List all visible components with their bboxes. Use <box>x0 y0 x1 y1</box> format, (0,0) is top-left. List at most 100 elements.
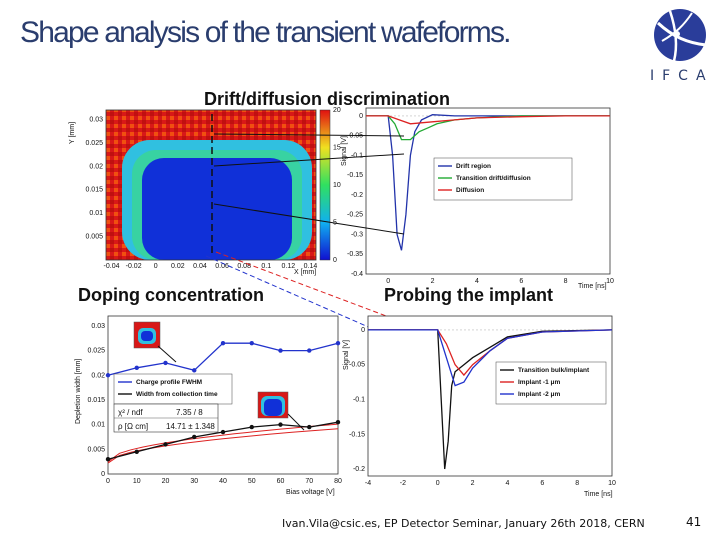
drift-legend-label: Diffusion <box>456 187 484 194</box>
implant-xtick: 10 <box>608 480 616 487</box>
doping-xtick: 20 <box>162 478 170 485</box>
connector-arrow <box>213 203 405 235</box>
connector-dashed-blue <box>205 255 477 375</box>
doping-xtick: 10 <box>133 478 141 485</box>
heatmap-ytick: 0.015 <box>85 187 103 194</box>
drift-ytick: -0.15 <box>347 172 363 179</box>
doping-panel-title: Doping concentration <box>78 285 264 305</box>
drift-ytick: -0.1 <box>351 152 363 159</box>
doping-point <box>249 340 254 346</box>
implant-xtick: -2 <box>400 480 406 487</box>
drift-ytick: -0.05 <box>347 133 363 140</box>
doping-legend-label: Charge profile FWHM <box>136 379 202 386</box>
fit-chi2-value: 7.35 / 8 <box>176 408 203 417</box>
heatmap-xtick: -0.04 <box>104 263 120 270</box>
implant-xtick: 4 <box>505 480 509 487</box>
doping-ytick: 0 <box>101 471 105 478</box>
implant-ytick: 0 <box>361 327 365 334</box>
implant-ytick: -0.15 <box>349 431 365 438</box>
drift-ytick: -0.3 <box>351 231 363 238</box>
doping-point <box>278 422 283 427</box>
doping-xtick: 70 <box>305 478 313 485</box>
doping-chart: 0 0.005 0.01 0.015 0.02 0.025 0.03 0 10 20 30 40 50… <box>75 315 342 496</box>
implant-xlabel: Time [ns] <box>584 491 613 498</box>
heatmap-xtick: 0.02 <box>171 263 185 270</box>
figure-panel: Drift/diffusion discrimination Doping co… <box>69 89 616 498</box>
probing-panel-title: Probing the implant <box>384 285 553 305</box>
inset-thumbnail-high <box>257 391 305 431</box>
colorbar-tick: 10 <box>333 182 341 189</box>
doping-point <box>192 434 197 440</box>
heatmap-ylabel: Y [mm] <box>69 122 76 144</box>
doping-legend-label: Width from collection time <box>136 391 218 398</box>
implant-legend-label: Implant -2 μm <box>518 391 560 398</box>
heatmap-xlabel: X [mm] <box>294 269 316 276</box>
implant-legend-frame <box>495 361 607 405</box>
implant-series-line <box>368 329 613 387</box>
drift-series-line <box>366 115 610 141</box>
doping-point <box>105 373 111 378</box>
doping-point <box>220 429 226 435</box>
connector-arrow <box>213 133 405 137</box>
implant-xtick: 2 <box>471 480 475 487</box>
drift-xtick: 4 <box>475 278 479 285</box>
doping-point <box>105 456 111 462</box>
implant-xtick: -4 <box>365 480 371 487</box>
doping-legend-frame <box>113 373 233 405</box>
drift-xtick: 2 <box>431 278 435 285</box>
inset-blue <box>264 399 282 416</box>
doping-point <box>134 449 139 454</box>
doping-ytick: 0.005 <box>87 446 105 453</box>
heatmap-frame <box>105 109 317 261</box>
implant-ytick: -0.05 <box>349 362 365 369</box>
doping-point <box>249 424 254 430</box>
doping-point <box>163 360 168 366</box>
slide-title: Shape analysis of the transient wafeform… <box>20 16 512 49</box>
connector-arrow <box>213 153 405 167</box>
drift-ylabel: Signal [V] <box>341 136 348 166</box>
drift-legend-label: Drift region <box>456 163 491 170</box>
doping-ylabel: Depletion width [mm] <box>75 359 82 424</box>
drift-xtick: 10 <box>606 278 614 285</box>
drift-legend-frame <box>433 157 573 201</box>
colorbar-tick: 20 <box>333 107 341 114</box>
doping-xtick: 60 <box>277 478 285 485</box>
doping-xlabel: Bias voltage [V] <box>286 489 335 496</box>
drift-xtick: 8 <box>564 278 568 285</box>
drift-panel-title: Drift/diffusion discrimination <box>204 89 450 109</box>
doping-xtick: 40 <box>219 478 227 485</box>
drift-xlabel: Time [ns] <box>578 283 607 290</box>
inset-arrow <box>287 413 305 431</box>
drift-ytick: -0.2 <box>351 192 363 199</box>
drift-series-line <box>366 114 610 251</box>
implant-legend-label: Implant -1 μm <box>518 379 560 386</box>
implant-series-line <box>368 329 613 470</box>
drift-series-line <box>366 115 610 125</box>
heatmap-xtick: 0.06 <box>215 263 229 270</box>
inset-arrow <box>157 345 177 363</box>
drift-legend-label: Transition drift/diffusion <box>456 175 531 182</box>
heatmap-ytick: 0.03 <box>89 116 103 123</box>
implant-ytick: -0.1 <box>353 396 365 403</box>
doping-point <box>192 368 197 373</box>
drift-xtick: 0 <box>386 278 390 285</box>
doping-ytick: 0.01 <box>91 422 105 429</box>
logo-text: IFCA <box>650 68 714 84</box>
doping-fit-curve <box>107 423 339 463</box>
drift-ytick: 0 <box>359 113 363 120</box>
fit-rho-label: ρ [Ω cm] <box>118 422 148 431</box>
heatmap-xtick: 0.14 <box>304 263 318 270</box>
doping-point <box>307 348 312 353</box>
footer-text: Ivan.Vila@csic.es, EP Detector Seminar, … <box>282 517 645 530</box>
connector-arrows <box>205 133 483 375</box>
doping-ytick: 0.015 <box>87 397 105 404</box>
colorbar-tick: 0 <box>333 257 337 264</box>
fit-chi2-label: χ² / ndf <box>118 408 143 417</box>
heatmap-xtick: 0.08 <box>237 263 251 270</box>
heatmap-chart: Y [mm] 0.005 0.01 0.015 0.02 0.025 0.03 -0.04… <box>69 107 341 276</box>
implant-ytick: -0.2 <box>353 466 365 473</box>
heatmap-ytick: 0.02 <box>89 163 103 170</box>
drift-signal-chart: 0 -0.05 -0.1 -0.15 -0.2 -0.25 -0.3 -0.35 -0.4 0 2… <box>341 107 614 290</box>
implant-signal-chart: 0 -0.05 -0.1 -0.15 -0.2 -4 -2 0 2 4 6 8 10 Signal [… <box>343 315 616 498</box>
implant-legend-label: Transition bulk/implant <box>518 367 590 374</box>
